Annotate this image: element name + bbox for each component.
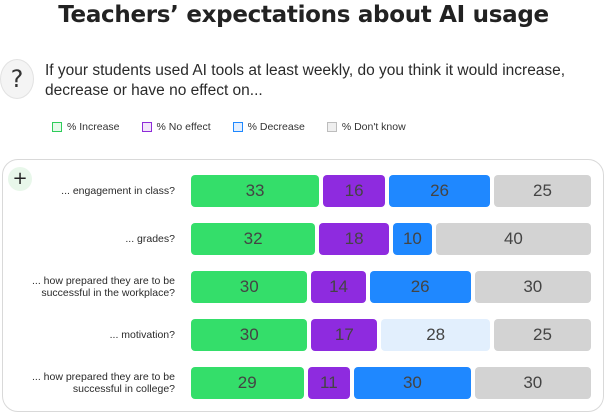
row-label: ... how prepared they are to be successf…: [31, 275, 175, 299]
question-mark-icon: ?: [0, 59, 34, 99]
chart-frame: [2, 159, 604, 412]
legend-item-dont-know: % Don't know: [326, 121, 406, 133]
bar-no-effect: 11: [307, 367, 351, 399]
bar-no-effect: 17: [311, 319, 378, 351]
bar-increase: 33: [191, 175, 320, 207]
bar-increase: 30: [191, 319, 308, 351]
bar-dont-know: 30: [474, 367, 592, 399]
bar-dont-know: 25: [494, 175, 591, 207]
legend-item-no-effect: % No effect: [141, 121, 211, 133]
legend-label: % Don't know: [341, 121, 406, 133]
legend-swatch-decrease: [232, 122, 243, 132]
chart-row: ... grades? 32 18 10 40: [0, 223, 607, 255]
bar-decrease-highlighted: 28: [381, 319, 490, 351]
row-label: ... engagement in class?: [61, 185, 175, 197]
row-label: ... how prepared they are to be successf…: [31, 371, 175, 395]
legend-swatch-increase: [52, 122, 62, 132]
bar-dont-know: 25: [494, 319, 591, 351]
legend-label: % Increase: [67, 121, 120, 133]
bar-increase: 32: [191, 223, 316, 255]
bar-dont-know: 30: [474, 271, 591, 303]
stacked-bar: 32 18 10 40: [191, 223, 591, 255]
bar-no-effect: 18: [319, 223, 389, 255]
bar-no-effect: 14: [311, 271, 366, 303]
bar-increase: 30: [191, 271, 308, 303]
plus-icon[interactable]: +: [8, 167, 32, 191]
legend: % Increase % No effect % Decrease % Don'…: [52, 121, 428, 133]
bar-dont-know: 40: [435, 223, 591, 255]
legend-item-decrease: % Decrease: [232, 121, 305, 133]
survey-question: If your students used AI tools at least …: [45, 62, 566, 99]
stacked-bar: 29 11 30 30: [191, 367, 592, 399]
stacked-bar: 30 17 28 25: [191, 319, 591, 351]
chart-title: Teachers’ expectations about AI usage: [58, 2, 549, 28]
row-label: ... grades?: [125, 233, 175, 245]
legend-item-increase: % Increase: [52, 121, 120, 133]
legend-swatch-dont-know: [326, 122, 337, 132]
stacked-bar: 30 14 26 30: [191, 271, 591, 303]
chart-row: ... how prepared they are to be successf…: [0, 367, 607, 399]
row-label: ... motivation?: [109, 329, 175, 341]
bar-decrease: 26: [369, 271, 471, 303]
bar-no-effect: 16: [323, 175, 386, 207]
legend-swatch-no-effect: [141, 122, 152, 132]
legend-label: % Decrease: [247, 121, 305, 133]
legend-label: % No effect: [156, 121, 211, 133]
bar-decrease: 26: [389, 175, 490, 207]
bar-increase: 29: [191, 367, 304, 399]
chart-row: ... how prepared they are to be successf…: [0, 271, 607, 303]
chart-row: ... engagement in class? 33 16 26 25: [0, 175, 607, 207]
stacked-bar: 33 16 26 25: [191, 175, 591, 207]
chart-row: ... motivation? 30 17 28 25: [0, 319, 607, 351]
bar-decrease: 30: [354, 367, 471, 399]
bar-decrease: 10: [393, 223, 432, 255]
